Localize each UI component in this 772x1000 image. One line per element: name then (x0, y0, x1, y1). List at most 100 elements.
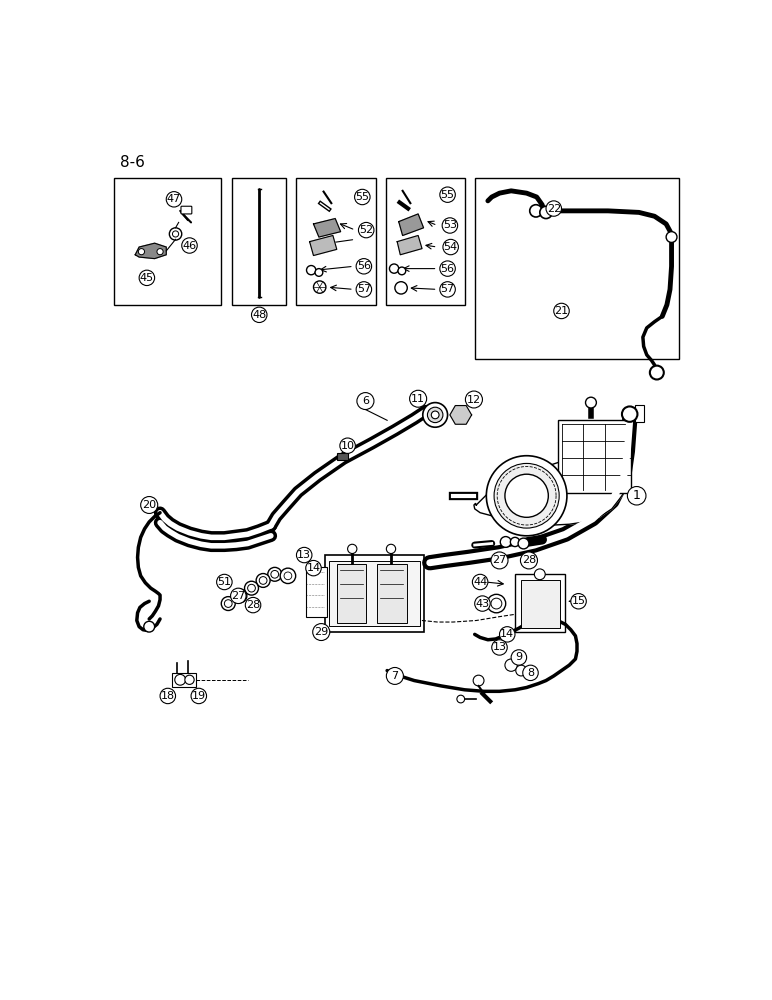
Bar (385, 178, 465, 305)
Circle shape (500, 537, 511, 547)
Text: 18: 18 (161, 691, 175, 701)
Circle shape (466, 391, 482, 408)
Circle shape (268, 567, 282, 581)
Text: 20: 20 (142, 500, 156, 510)
Text: 14: 14 (500, 629, 514, 639)
Circle shape (231, 588, 246, 604)
Circle shape (191, 688, 207, 704)
Circle shape (398, 267, 406, 275)
Circle shape (472, 574, 488, 590)
Bar (475, 178, 679, 359)
Text: 56: 56 (357, 261, 371, 271)
Circle shape (523, 665, 538, 681)
Text: 8: 8 (527, 668, 534, 678)
Circle shape (423, 403, 448, 427)
Circle shape (443, 239, 459, 255)
Circle shape (347, 544, 357, 554)
Circle shape (313, 624, 330, 641)
Circle shape (166, 192, 181, 207)
Text: 48: 48 (252, 310, 266, 320)
Text: 7: 7 (391, 671, 398, 681)
Circle shape (518, 538, 529, 549)
Circle shape (157, 249, 163, 255)
Circle shape (144, 621, 154, 632)
Bar (377, 564, 407, 623)
Circle shape (440, 187, 455, 202)
Text: 27: 27 (231, 591, 245, 601)
Circle shape (585, 397, 597, 408)
Circle shape (492, 640, 507, 655)
Circle shape (271, 570, 279, 578)
Circle shape (172, 231, 178, 237)
Text: 13: 13 (493, 642, 506, 652)
Circle shape (245, 597, 261, 613)
Circle shape (236, 592, 244, 600)
Text: 19: 19 (191, 691, 206, 701)
Text: 15: 15 (571, 596, 585, 606)
Circle shape (139, 270, 154, 286)
Circle shape (628, 487, 646, 505)
Circle shape (505, 659, 517, 671)
FancyBboxPatch shape (181, 206, 191, 214)
Circle shape (475, 596, 490, 611)
Bar (337, 453, 347, 460)
Text: 46: 46 (182, 241, 197, 251)
Text: 55: 55 (441, 190, 455, 200)
Circle shape (511, 650, 527, 665)
Text: 9: 9 (516, 652, 523, 662)
Bar (337, 564, 366, 623)
Bar (296, 178, 375, 305)
Text: 56: 56 (441, 264, 455, 274)
Circle shape (389, 264, 399, 273)
Circle shape (185, 675, 194, 684)
Bar (635, 405, 645, 422)
Circle shape (473, 675, 484, 686)
Circle shape (313, 281, 326, 293)
Bar (325, 555, 425, 632)
Circle shape (432, 411, 439, 419)
Circle shape (516, 665, 527, 676)
Circle shape (252, 307, 267, 323)
Circle shape (491, 552, 508, 569)
Bar (515, 574, 565, 632)
Circle shape (486, 456, 567, 536)
Text: 43: 43 (476, 599, 489, 609)
Circle shape (356, 282, 371, 297)
Circle shape (306, 266, 316, 275)
Circle shape (306, 560, 321, 576)
Circle shape (160, 688, 175, 704)
Circle shape (386, 544, 396, 554)
Polygon shape (474, 453, 630, 525)
Text: 53: 53 (443, 220, 457, 230)
Circle shape (554, 303, 569, 319)
Circle shape (410, 390, 427, 407)
Circle shape (491, 598, 502, 609)
Text: 29: 29 (314, 627, 328, 637)
Text: 28: 28 (246, 600, 260, 610)
Text: 6: 6 (362, 396, 369, 406)
Bar (329, 561, 421, 626)
Circle shape (222, 597, 235, 610)
Text: 12: 12 (467, 395, 481, 405)
Bar (306, 567, 327, 617)
Text: 21: 21 (554, 306, 568, 316)
Text: 14: 14 (306, 563, 320, 573)
Circle shape (440, 282, 455, 297)
Circle shape (256, 574, 270, 587)
Bar (172, 673, 195, 687)
Polygon shape (135, 243, 166, 259)
Circle shape (358, 222, 374, 238)
Circle shape (442, 218, 458, 233)
Bar (557, 420, 631, 493)
Text: 10: 10 (340, 441, 354, 451)
Text: 45: 45 (140, 273, 154, 283)
Text: 28: 28 (522, 555, 536, 565)
Circle shape (357, 393, 374, 410)
Circle shape (505, 474, 548, 517)
Text: 51: 51 (218, 577, 232, 587)
Circle shape (233, 589, 247, 603)
Circle shape (280, 568, 296, 584)
Circle shape (494, 463, 559, 528)
Circle shape (457, 695, 465, 703)
Circle shape (354, 189, 370, 205)
